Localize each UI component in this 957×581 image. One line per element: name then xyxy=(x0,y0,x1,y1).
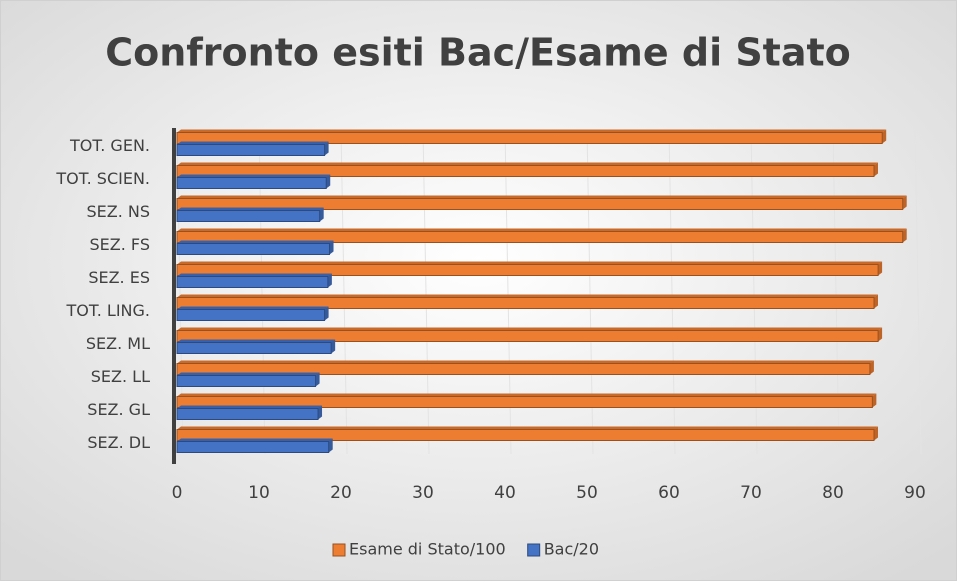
x-tick-label: 0 xyxy=(172,483,183,503)
bar xyxy=(176,363,871,375)
bar xyxy=(176,276,329,288)
bar xyxy=(176,429,875,441)
bar-side xyxy=(324,141,329,156)
y-tick-label: SEZ. DL xyxy=(87,433,150,452)
bar-top xyxy=(177,327,883,331)
bar-side xyxy=(319,207,324,222)
bar-side xyxy=(326,174,331,189)
bar-side xyxy=(329,240,334,255)
bar xyxy=(176,342,332,354)
y-tick-label: TOT. SCIEN. xyxy=(55,169,150,188)
y-tick-label: SEZ. NS xyxy=(86,202,150,221)
bar-top xyxy=(177,141,329,145)
bar xyxy=(176,408,319,420)
x-tick-label: 60 xyxy=(658,483,680,503)
y-tick-label: SEZ. GL xyxy=(87,400,150,419)
chart-title: Confronto esiti Bac/Esame di Stato xyxy=(105,31,851,75)
bar-side xyxy=(315,372,320,387)
bar-top xyxy=(177,372,320,376)
bar xyxy=(176,144,326,156)
bar xyxy=(176,243,331,255)
bar xyxy=(176,297,875,309)
bar xyxy=(176,309,326,321)
bar-top xyxy=(177,339,336,343)
bar-top xyxy=(177,174,331,178)
bar-top xyxy=(177,129,887,133)
y-tick-label: SEZ. ES xyxy=(88,268,150,287)
x-tick-label: 30 xyxy=(412,483,434,503)
bar-top xyxy=(177,261,883,265)
y-tick-label: TOT. LING. xyxy=(66,301,151,320)
bar-side xyxy=(874,294,878,309)
bar-top xyxy=(177,195,907,199)
legend-label: Bac/20 xyxy=(544,540,599,559)
bar-top xyxy=(177,294,878,298)
legend-label: Esame di Stato/100 xyxy=(349,540,506,559)
y-tick-label: SEZ. ML xyxy=(86,334,150,353)
bar xyxy=(176,198,904,210)
bar-side xyxy=(878,261,883,276)
bar-top xyxy=(177,273,332,277)
bar-top xyxy=(177,240,334,244)
x-tick-label: 70 xyxy=(740,483,762,503)
x-tick-label: 40 xyxy=(494,483,516,503)
bar-side xyxy=(324,306,329,321)
y-tick-label: SEZ. FS xyxy=(90,235,150,254)
bar-side xyxy=(327,273,332,288)
x-tick-label: 10 xyxy=(248,483,270,503)
bar xyxy=(176,231,904,243)
bar-side xyxy=(882,129,887,144)
bar-side xyxy=(331,339,336,354)
bar xyxy=(176,132,883,144)
bar-side xyxy=(328,438,333,453)
bar-top xyxy=(177,360,874,364)
bar-top xyxy=(177,405,323,409)
x-tick-label: 90 xyxy=(904,483,926,503)
bar-side xyxy=(874,426,878,441)
y-tick-label: SEZ. LL xyxy=(91,367,150,386)
legend-swatch xyxy=(332,543,346,557)
bar-top xyxy=(177,306,329,310)
bar-top xyxy=(177,426,878,430)
bar xyxy=(176,177,327,189)
bar-side xyxy=(869,360,874,375)
y-tick-label: TOT. GEN. xyxy=(69,136,150,155)
grid-line xyxy=(914,129,922,455)
x-tick-label: 50 xyxy=(576,483,598,503)
bar-side xyxy=(318,405,323,420)
bar-side xyxy=(874,162,878,177)
bar xyxy=(176,396,873,408)
bar-side xyxy=(878,327,883,342)
legend-swatch xyxy=(527,543,541,557)
bar xyxy=(176,330,879,342)
bar-top xyxy=(177,438,333,442)
bar-top xyxy=(177,162,878,166)
x-tick-label: 20 xyxy=(330,483,352,503)
bar xyxy=(176,264,879,276)
bar-side xyxy=(902,195,907,210)
bar-top xyxy=(177,393,877,397)
bar-side xyxy=(872,393,877,408)
bar xyxy=(176,441,330,453)
bar-top xyxy=(177,207,324,211)
bar xyxy=(176,165,875,177)
bar-side xyxy=(902,228,907,243)
bar-top xyxy=(177,228,907,232)
x-tick-label: 80 xyxy=(822,483,844,503)
bar xyxy=(176,210,321,222)
bar xyxy=(176,375,317,387)
